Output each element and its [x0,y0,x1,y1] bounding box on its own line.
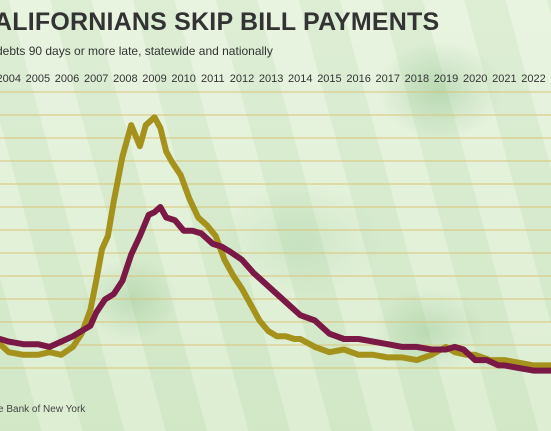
x-tick-label: 2016 [346,73,370,85]
x-tick-label: 2006 [55,73,79,85]
x-tick-label: 2011 [201,73,225,85]
chart-title: ALIFORNIANS SKIP BILL PAYMENTS [0,8,440,36]
x-tick-label: 2015 [317,73,341,85]
x-tick-label: 2014 [288,73,312,85]
x-tick-label: 2018 [405,73,429,85]
x-tick-label: 2004 [0,73,21,85]
x-tick-label: 2022 [521,73,545,85]
x-axis-tick-labels: 2004 2005 2006 2007 2008 2009 2010 2011 2012 2013… [0,73,546,85]
series-line-2 [0,204,551,374]
x-tick-label: 2007 [84,73,108,85]
series-line-1 [0,114,551,369]
x-tick-label: 2008 [113,73,137,85]
chart-subtitle: debts 90 days or more late, statewide an… [0,44,273,58]
source-note: e Bank of New York [0,404,86,415]
x-tick-label: 2010 [171,73,195,85]
x-tick-label: 2012 [230,73,254,85]
x-tick-label: 2013 [259,73,283,85]
x-tick-label: 2021 [492,73,516,85]
x-tick-label: 2019 [434,73,458,85]
x-tick-label: 2017 [375,73,399,85]
x-tick-label: 2020 [463,73,487,85]
x-tick-label: 2005 [26,73,50,85]
x-tick-label: 2009 [142,73,166,85]
series-lines [0,114,551,374]
